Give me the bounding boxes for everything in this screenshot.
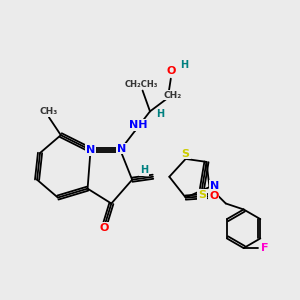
Text: CH₃: CH₃ [40, 107, 58, 116]
Text: H: H [156, 109, 164, 119]
Text: NH: NH [129, 120, 147, 130]
Text: N: N [210, 181, 219, 191]
Text: S: S [198, 190, 206, 200]
Text: O: O [209, 191, 219, 201]
Text: O: O [167, 66, 176, 76]
Text: N: N [117, 143, 126, 154]
Text: S: S [182, 148, 190, 159]
Text: H: H [140, 165, 148, 175]
Text: F: F [261, 243, 269, 253]
Text: H: H [180, 60, 188, 70]
Text: O: O [99, 223, 109, 233]
Text: N: N [86, 145, 95, 155]
Text: CH₂CH₃: CH₂CH₃ [124, 80, 158, 88]
Text: CH₂: CH₂ [163, 91, 182, 100]
